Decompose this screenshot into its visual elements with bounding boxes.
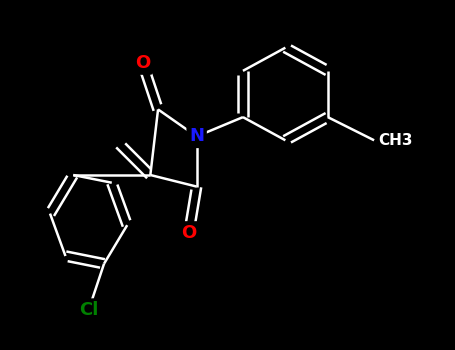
Text: N: N (189, 127, 204, 145)
Text: CH3: CH3 (378, 133, 413, 148)
Text: O: O (181, 224, 197, 242)
Text: Cl: Cl (79, 301, 98, 319)
Text: O: O (135, 54, 150, 72)
